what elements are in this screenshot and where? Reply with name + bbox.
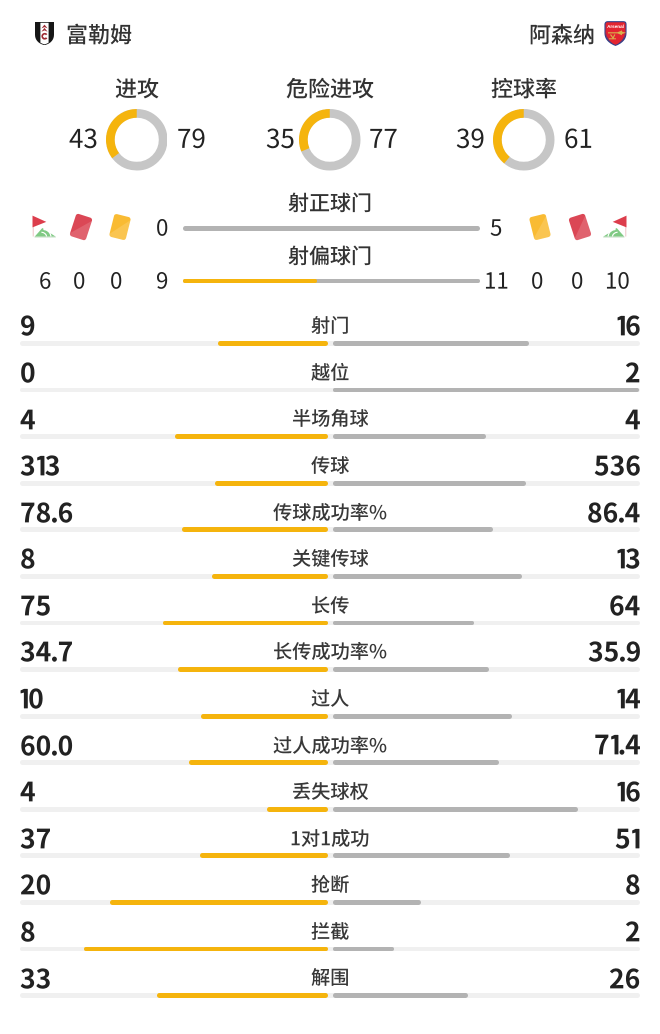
- svg-text:Arsenal: Arsenal: [607, 24, 624, 29]
